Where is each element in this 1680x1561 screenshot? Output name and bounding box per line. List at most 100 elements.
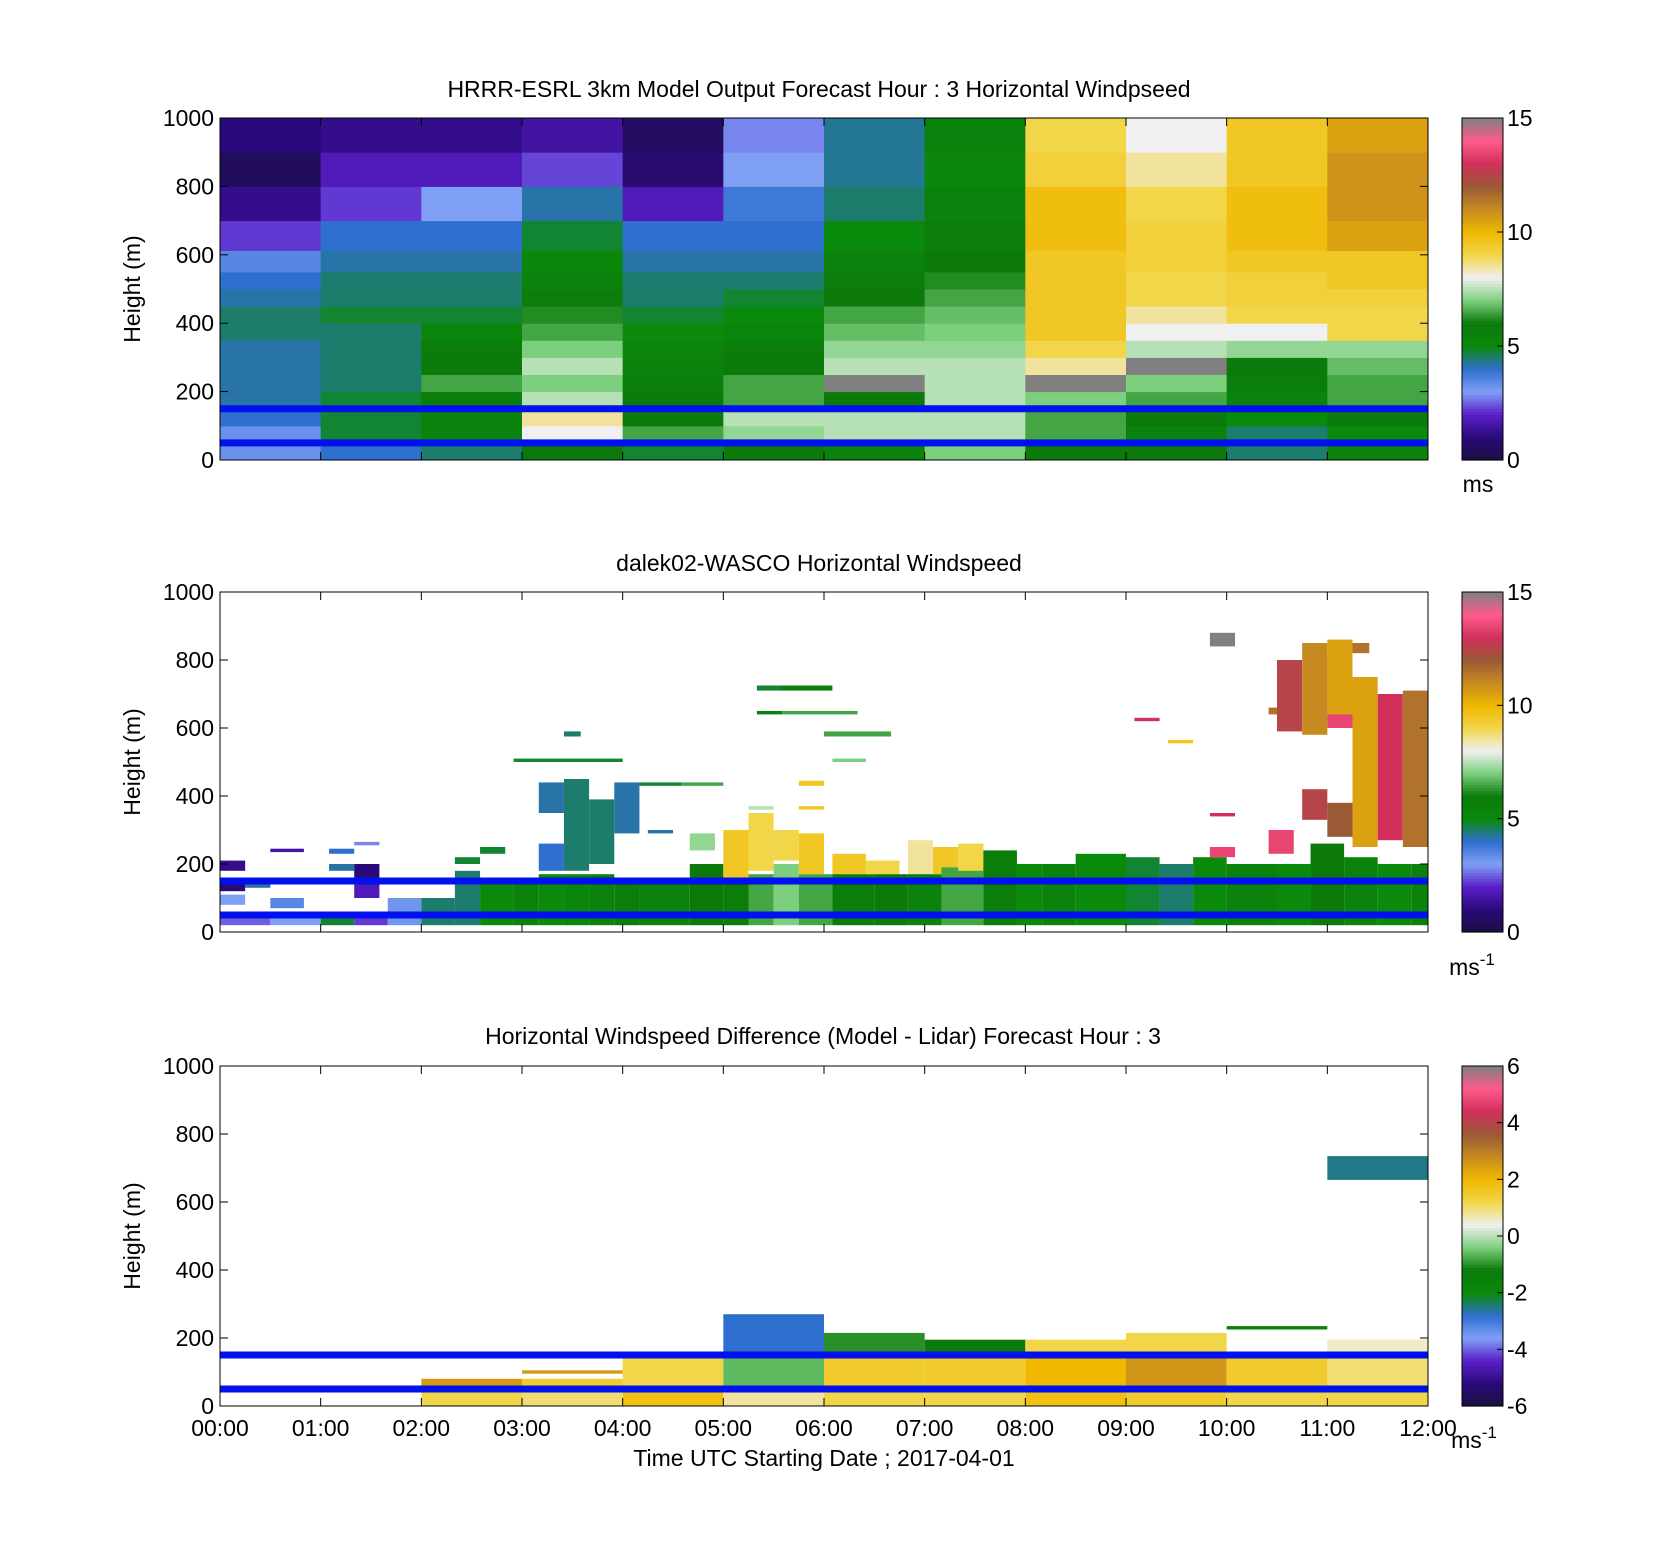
colorbar-segment <box>1462 1403 1503 1407</box>
y-tick-label: 0 <box>201 1393 214 1419</box>
heatmap-cell <box>1025 289 1127 307</box>
colorbar-segment <box>1462 1338 1503 1342</box>
colorbar-segment <box>1462 849 1503 854</box>
heatmap-cell <box>1126 220 1228 252</box>
heatmap-cell <box>1226 306 1328 324</box>
panel-model-output: HRRR-ESRL 3km Model Output Forecast Hour… <box>119 76 1533 497</box>
heatmap-cell <box>723 374 825 393</box>
colorbar-segment <box>1462 753 1503 757</box>
colorbar-segment <box>1462 844 1503 848</box>
heatmap-cell <box>1226 250 1328 273</box>
heatmap-cell <box>1327 425 1429 444</box>
colorbar-segment <box>1462 197 1503 202</box>
heatmap-cell <box>421 357 523 375</box>
y-tick-label: 200 <box>176 851 214 877</box>
colorbar-segment <box>1462 371 1503 376</box>
heatmap-cell <box>1327 220 1429 252</box>
heatmap-cell <box>1226 391 1328 410</box>
colorbar-segment <box>1462 1224 1503 1229</box>
colorbar-segment <box>1462 1187 1503 1192</box>
colorbar-segment <box>1462 912 1503 916</box>
heatmap-cell <box>824 186 926 222</box>
heatmap-cell <box>1025 271 1127 290</box>
colorbar-segment <box>1462 1397 1503 1401</box>
colorbar-segment <box>1462 1287 1503 1291</box>
heatmap-cell <box>1327 340 1429 358</box>
colorbar-segment <box>1462 1315 1503 1319</box>
colorbar-segment <box>1462 334 1503 339</box>
heatmap-cell <box>958 843 984 871</box>
colorbar-segment <box>1462 1272 1503 1277</box>
colorbar-segment <box>1462 779 1503 783</box>
heatmap-cell <box>622 425 724 444</box>
heatmap-cell <box>1226 323 1328 341</box>
colorbar-tick-label: 2 <box>1507 1166 1520 1192</box>
colorbar-segment <box>1462 1151 1503 1155</box>
heatmap-cell <box>1226 152 1328 187</box>
heatmap-cell <box>723 1389 824 1406</box>
colorbar-segment <box>1462 1122 1503 1127</box>
heatmap-cell <box>1327 1339 1428 1352</box>
y-tick-label: 600 <box>176 1189 214 1215</box>
colorbar-segment <box>1462 1097 1503 1101</box>
heatmap-cell <box>924 340 1026 358</box>
colorbar-segment <box>1462 1289 1503 1294</box>
colorbar-segment <box>1462 326 1503 330</box>
heatmap-cell <box>522 408 624 427</box>
heatmap-cell <box>421 271 523 290</box>
colorbar-segment <box>1462 784 1503 789</box>
colorbar-segment <box>1462 1108 1503 1112</box>
colorbar-segment <box>1462 206 1503 210</box>
x-tick-label: 02:00 <box>393 1415 451 1441</box>
colorbar-segment <box>1462 603 1503 607</box>
colorbar-segment <box>1462 662 1503 667</box>
heatmap-cell <box>832 758 866 762</box>
colorbar-segment <box>1462 209 1503 213</box>
heatmap-cell <box>824 425 926 444</box>
colorbar-segment <box>1462 1170 1503 1175</box>
colorbar-segment <box>1462 1071 1503 1076</box>
heatmap-cell <box>220 306 322 324</box>
heatmap-cell <box>622 408 724 427</box>
colorbar-segment <box>1462 796 1503 800</box>
colorbar-segment <box>1462 254 1503 259</box>
colorbar-segment <box>1462 1357 1503 1362</box>
heatmap-cell <box>614 782 640 834</box>
colorbar-segment <box>1462 869 1503 874</box>
heatmap-cell <box>522 1389 623 1406</box>
colorbar-frame <box>1461 117 1504 461</box>
heatmap-cell <box>1134 717 1160 722</box>
heatmap-cell <box>647 830 673 834</box>
colorbar-segment <box>1462 1335 1503 1339</box>
colorbar-segment <box>1462 889 1503 893</box>
heatmap-cell <box>538 782 564 813</box>
colorbar-segment <box>1462 166 1503 170</box>
colorbar-segment <box>1462 294 1503 299</box>
heatmap-cell <box>1126 357 1228 375</box>
colorbar-segment <box>1462 1380 1503 1384</box>
colorbar-segment <box>1462 1119 1503 1124</box>
heatmap-cell <box>563 779 590 871</box>
heatmap-cell <box>924 391 1026 410</box>
colorbar-segment <box>1462 722 1503 726</box>
colorbar-segment <box>1462 637 1503 641</box>
colorbar-segment <box>1462 1372 1503 1376</box>
x-tick-label: 01:00 <box>292 1415 350 1441</box>
heatmap-cell <box>622 220 724 252</box>
colorbar-segment <box>1462 303 1503 307</box>
heatmap-cell <box>329 864 355 871</box>
colorbar-segment <box>1462 120 1503 125</box>
heatmap-cell <box>1025 220 1127 252</box>
colorbar-segment <box>1462 137 1503 142</box>
colorbar-segment <box>1462 813 1503 817</box>
colorbar-segment <box>1462 685 1503 689</box>
heatmap-cell <box>1126 323 1228 341</box>
colorbar-segment <box>1462 1343 1503 1348</box>
heatmap-cell <box>320 250 422 273</box>
colorbar-segment <box>1462 189 1503 193</box>
colorbar-segment <box>1462 340 1503 344</box>
heatmap-cell <box>320 340 422 358</box>
colorbar-segment <box>1462 824 1503 828</box>
heatmap-cell <box>1226 118 1328 153</box>
colorbar-segment <box>1462 428 1503 433</box>
